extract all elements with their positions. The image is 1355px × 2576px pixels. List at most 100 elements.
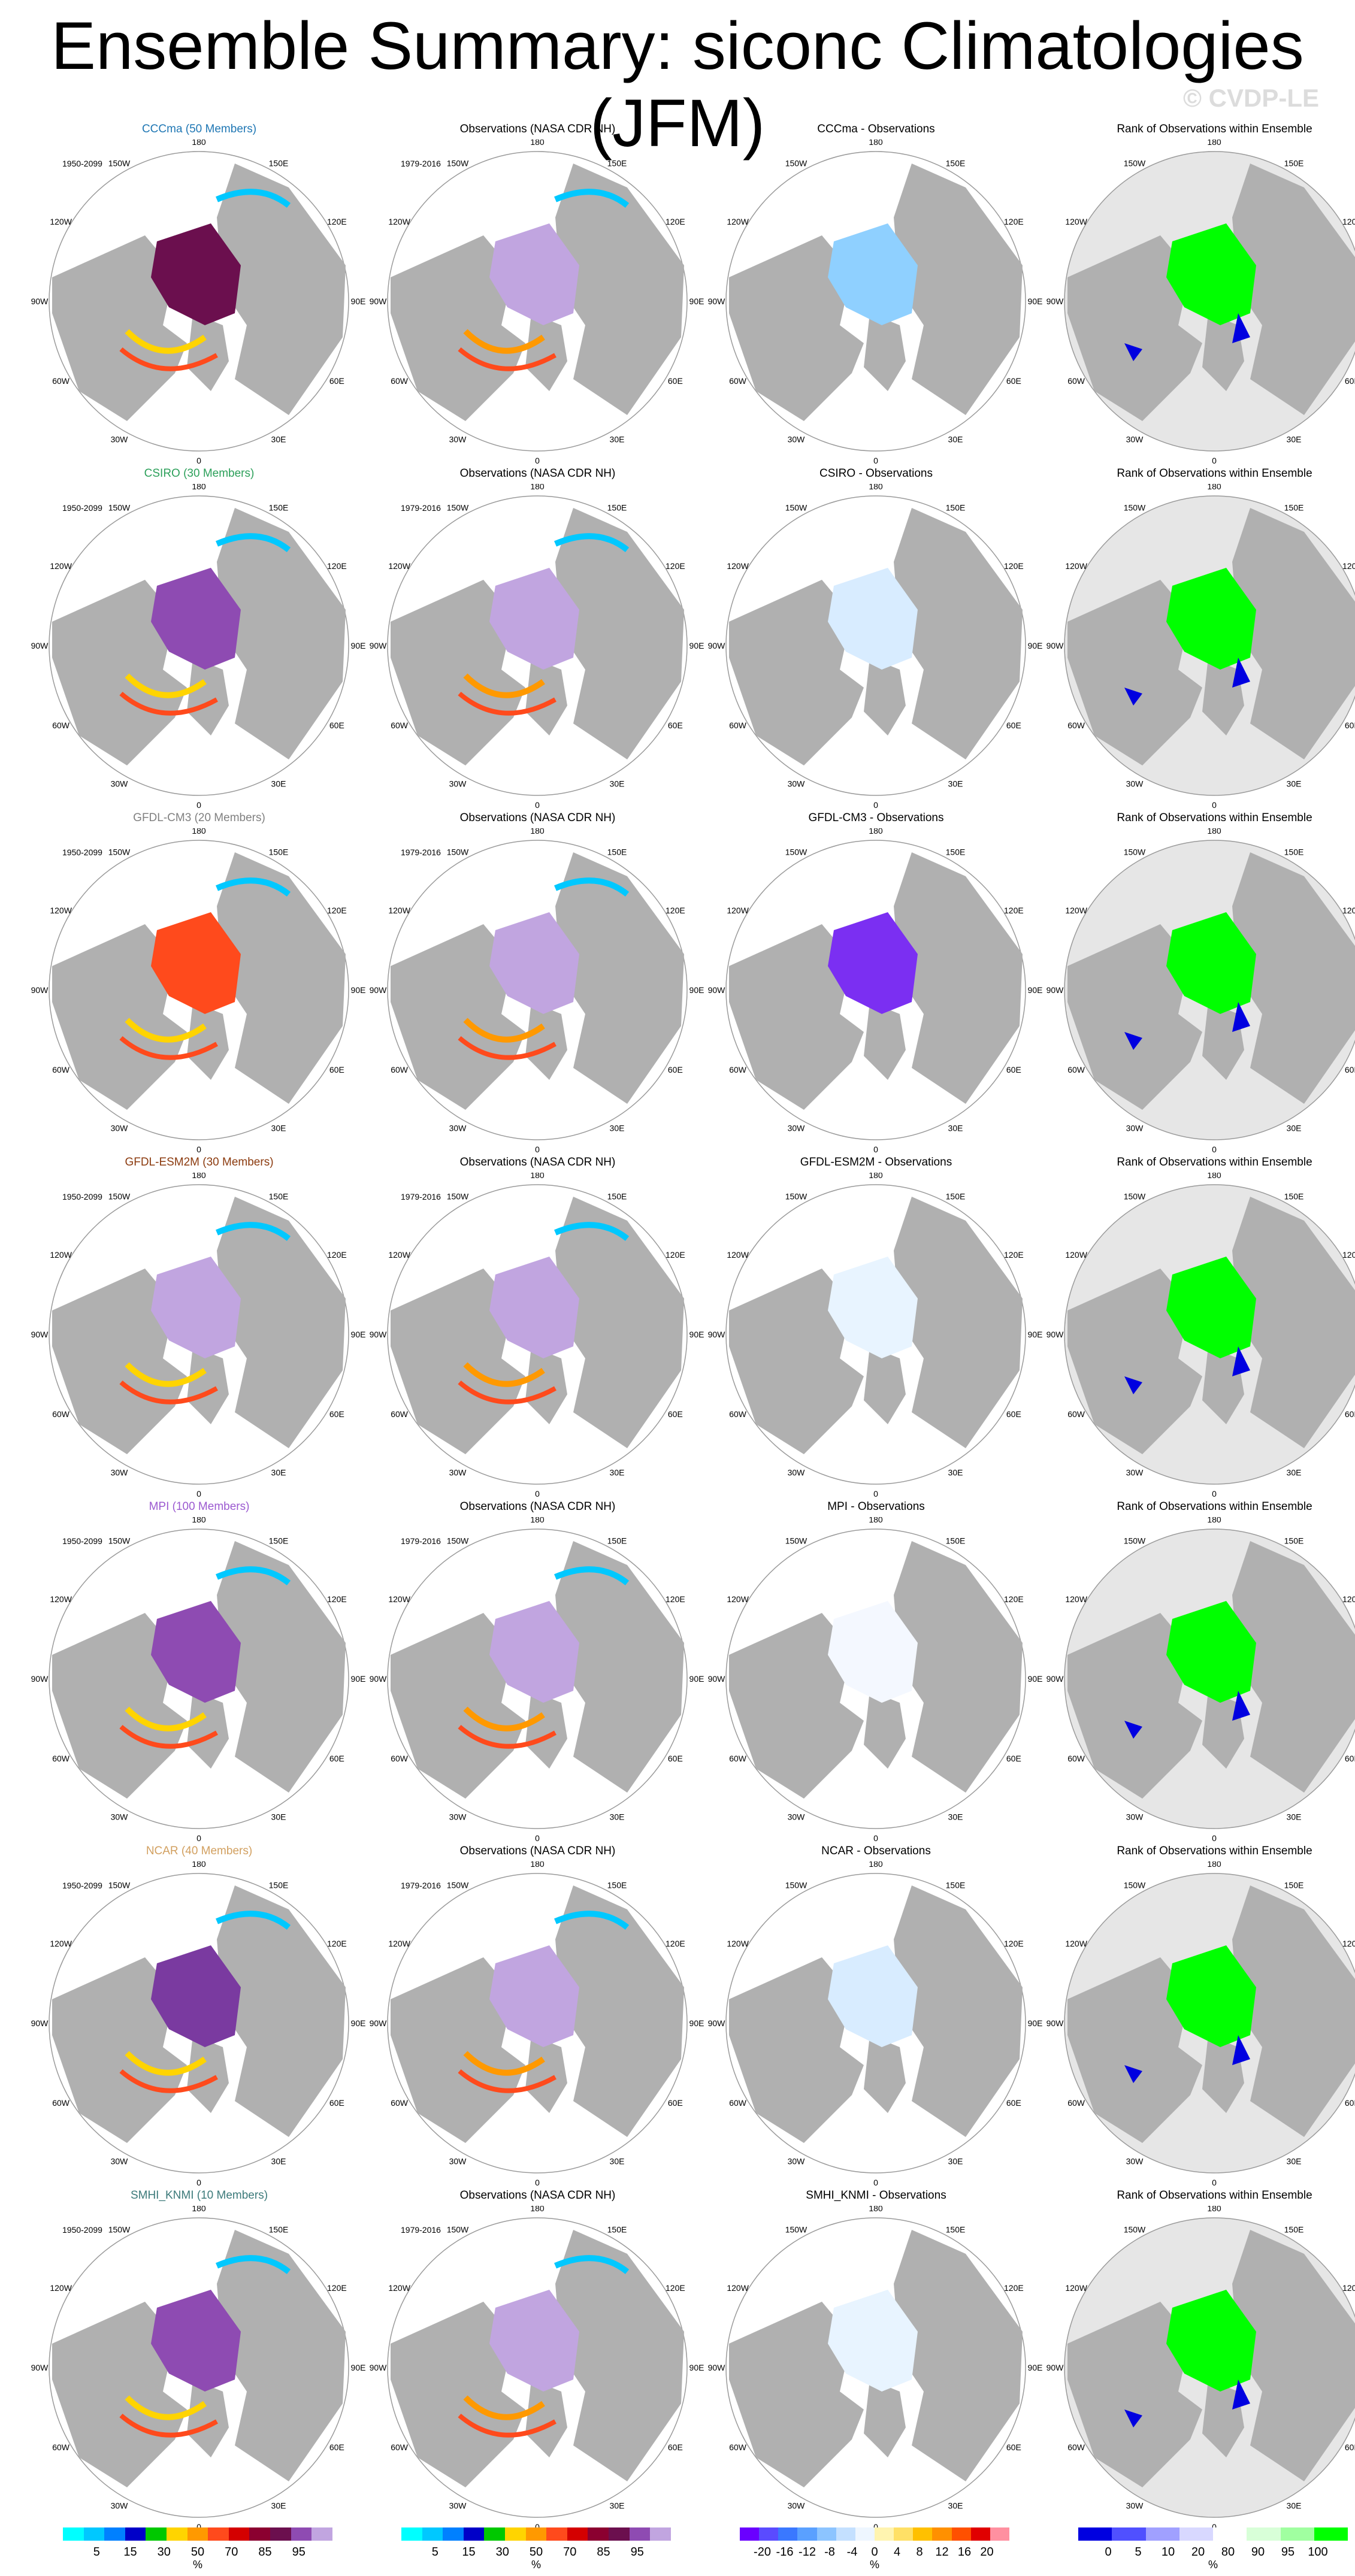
longitude-label: 150E: [269, 159, 289, 168]
longitude-label: 0: [196, 2522, 201, 2532]
longitude-label: 150E: [269, 1536, 289, 1546]
longitude-label: 150W: [785, 1536, 807, 1546]
colorbar-tick: 85: [597, 2545, 610, 2559]
colorbar-tick: 30: [157, 2545, 171, 2559]
figure-title: Ensemble Summary: siconc Climatologies (…: [51, 8, 1304, 161]
colorbar-tick: -4: [846, 2545, 858, 2559]
longitude-label: 60W: [729, 721, 747, 730]
longitude-label: 90W: [31, 296, 49, 306]
colorbar: 5 15 30 50 70 85 95%: [401, 2527, 671, 2575]
longitude-label: 120W: [388, 1939, 410, 1948]
longitude-label: 30E: [271, 1123, 286, 1133]
colorbar-swatch: [990, 2527, 1009, 2541]
sea-ice-field: [828, 1945, 918, 2047]
longitude-label: 30E: [271, 2501, 286, 2510]
sea-ice-field: [1124, 2290, 1256, 2427]
colorbar-tick: 5: [431, 2545, 438, 2559]
map-panel-diff: CSIRO - Observations 180 150E 120E 90E 60E 30E…: [707, 467, 1045, 812]
colorbar-swatch: [228, 2527, 250, 2541]
longitude-label: 0: [196, 1489, 201, 1499]
longitude-label: 120E: [1342, 906, 1355, 915]
longitude-label: 0: [1212, 2522, 1217, 2532]
longitude-label: 90W: [31, 1674, 49, 1684]
longitude-label: 30W: [111, 2501, 129, 2510]
land-mask: [729, 1541, 1023, 1799]
colorbar: 5 15 30 50 70 85 95%: [63, 2527, 332, 2575]
sea-ice-field: [119, 2255, 291, 2438]
period-label: 1950-2099: [62, 159, 102, 168]
longitude-label: 30E: [610, 434, 625, 444]
longitude-label: 90W: [708, 296, 726, 306]
longitude-label: 120E: [666, 1594, 685, 1604]
longitude-label: 30W: [788, 779, 806, 788]
longitude-label: 30E: [610, 1123, 625, 1133]
longitude-label: 0: [196, 800, 201, 810]
longitude-label: 180: [530, 1173, 545, 1180]
longitude-label: 120W: [388, 906, 410, 915]
colorbar: 0 5 10 20 80 90 95 100%: [1078, 2527, 1348, 2575]
longitude-label: 180: [1207, 140, 1221, 147]
longitude-label: 60E: [329, 376, 344, 386]
longitude-label: 150E: [946, 1536, 966, 1546]
colorbar-unit: %: [192, 2559, 202, 2571]
longitude-label: 150E: [946, 159, 966, 168]
longitude-label: 150E: [269, 1192, 289, 1201]
map-panel-obs: Observations (NASA CDR NH) 1979-2016 180 15…: [368, 1156, 707, 1500]
longitude-label: 60W: [52, 1409, 70, 1419]
longitude-label: 0: [535, 800, 540, 810]
longitude-label: 30W: [788, 2156, 806, 2166]
longitude-label: 120W: [388, 1250, 410, 1260]
longitude-label: 90W: [1047, 1330, 1064, 1339]
longitude-label: 150E: [1284, 847, 1304, 857]
period-label: 1950-2099: [62, 2225, 102, 2235]
land-mask: [52, 1541, 346, 1799]
land-mask: [1067, 852, 1355, 1110]
longitude-label: 120E: [327, 2283, 347, 2293]
panel-title: CSIRO - Observations: [819, 467, 933, 480]
longitude-label: 60E: [329, 1065, 344, 1074]
land-mask: [1067, 1885, 1355, 2143]
longitude-label: 120E: [666, 1250, 685, 1260]
sea-ice-field: [458, 189, 630, 371]
land-mask: [52, 164, 346, 421]
longitude-label: 0: [873, 2178, 878, 2187]
map-panel-rank: Rank of Observations within Ensemble 180 1…: [1045, 812, 1355, 1156]
longitude-label: 120W: [50, 2283, 72, 2293]
colorbar-swatch: [187, 2527, 208, 2541]
sea-ice-field: [1124, 912, 1256, 1050]
longitude-label: 90W: [1047, 641, 1064, 650]
colorbar-tick: 15: [123, 2545, 137, 2559]
sea-ice-field: [828, 912, 918, 1014]
colorbar-swatch: [951, 2527, 971, 2541]
longitude-label: 60E: [668, 1409, 683, 1419]
longitude-label: 30W: [111, 779, 129, 788]
longitude-label: 60E: [1006, 2098, 1021, 2108]
longitude-label: 30W: [1126, 1467, 1144, 1477]
colorbar-tick: 4: [893, 2545, 901, 2559]
longitude-label: 150E: [607, 1536, 627, 1546]
sea-ice-field: [119, 877, 291, 1060]
longitude-label: 60W: [1067, 1754, 1085, 1763]
longitude-label: 120W: [50, 1594, 72, 1604]
map-panel-diff: SMHI_KNMI - Observations 180 150E 120E 90E 60…: [707, 2189, 1045, 2533]
panel-title: CCCma (50 Members): [141, 123, 257, 135]
period-label: 1979-2016: [401, 159, 441, 168]
longitude-label: 120E: [327, 561, 347, 571]
longitude-label: 90W: [708, 1330, 726, 1339]
longitude-label: 120W: [388, 1594, 410, 1604]
period-label: 1950-2099: [62, 1192, 102, 1201]
longitude-label: 90E: [689, 296, 704, 306]
longitude-label: 150W: [108, 847, 131, 857]
longitude-label: 90W: [1047, 985, 1064, 995]
colorbar-swatch: [1247, 2527, 1281, 2541]
colorbar-tick: 5: [1135, 2545, 1142, 2559]
colorbar-swatch: [505, 2527, 526, 2541]
colorbar-tick: 15: [462, 2545, 476, 2559]
longitude-label: 120E: [666, 2283, 685, 2293]
longitude-label: 120W: [1065, 217, 1087, 226]
